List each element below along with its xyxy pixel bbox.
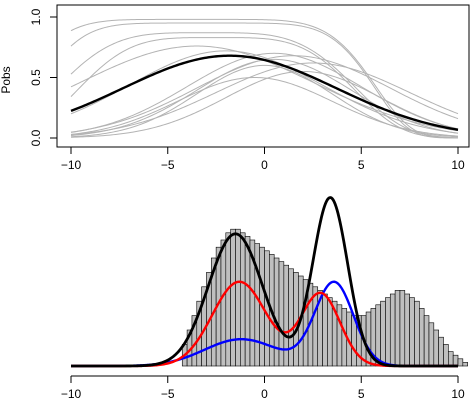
top-mean-curve [70,54,459,131]
top-y-tick-label: 1.0 [29,8,43,25]
histogram-bar [389,293,396,367]
bottom-curves [71,196,458,368]
histogram-bar [409,297,415,367]
top-x-tick-label: 0 [261,158,268,172]
top-sample-curve-6 [70,52,459,133]
bottom-x-tick-label: 0 [261,387,268,401]
top-x-tick-label: −5 [161,158,175,172]
histogram-bar [240,232,246,367]
histogram-bar [235,228,241,367]
histogram-bar [220,239,227,367]
histogram-bar [433,329,439,367]
top-x-tick-label: 5 [358,158,365,172]
density-curve-total [71,196,458,368]
histogram-bar [312,286,319,367]
top-panel: 0.0 0.5 1.0 −10 −5 0 5 10 Pobs [0,4,470,172]
histogram-bar [244,236,251,367]
histogram-bar [399,290,406,367]
histogram-bar [394,290,401,367]
bottom-x-axis: −10 −5 0 5 10 [61,375,465,401]
histogram-bar [283,264,289,367]
histogram-bar [418,308,425,367]
histogram-bar [230,228,236,367]
histogram-bar [448,351,454,367]
top-y-axis-title: Pobs [0,66,13,93]
top-plot-frame [56,4,470,148]
top-sample-curve-9 [70,62,459,136]
top-sample-curve-3 [70,37,459,139]
histogram-bar [462,362,468,367]
top-y-tick-label: 0.5 [29,69,43,86]
top-sample-curve-8 [70,58,459,136]
top-y-tick-label: 0.0 [29,129,43,146]
histogram-bar [322,293,328,367]
bottom-x-tick-label: −10 [61,387,82,401]
histogram-bar [438,336,444,367]
histogram-bar [380,300,386,367]
histogram-bar [365,311,372,367]
histogram-bar [293,272,299,367]
top-sample-curve-11 [70,70,459,138]
histogram-bar [457,358,464,367]
bottom-x-tick-label: 10 [451,387,465,401]
histogram-bar [273,257,280,367]
histogram-bar [452,354,459,367]
top-x-axis: −10 −5 0 5 10 [61,146,465,172]
histogram-bar [414,300,420,367]
top-x-tick-label: −10 [61,158,82,172]
histogram-bar [288,268,294,367]
bottom-x-tick-label: −5 [161,387,175,401]
bottom-histogram [181,228,468,367]
top-curves [70,18,459,139]
histogram-bar [225,232,231,367]
top-x-tick-label: 10 [451,158,465,172]
histogram-bar [404,293,410,367]
histogram-bar [443,344,449,367]
top-sample-curve-12 [70,76,459,137]
top-y-axis: 0.0 0.5 1.0 [29,8,58,146]
bottom-panel: −10 −5 0 5 10 [61,196,468,401]
top-sample-curve-2 [70,32,459,139]
histogram-bar [264,250,270,367]
top-sample-curve-0 [70,18,459,139]
histogram-bar [336,304,343,367]
histogram-bar [428,322,435,367]
top-sample-curve-5 [70,50,459,134]
bottom-x-tick-label: 5 [358,387,365,401]
histogram-bar [385,297,391,367]
histogram-bar [327,297,333,367]
histogram-bar [423,315,430,367]
